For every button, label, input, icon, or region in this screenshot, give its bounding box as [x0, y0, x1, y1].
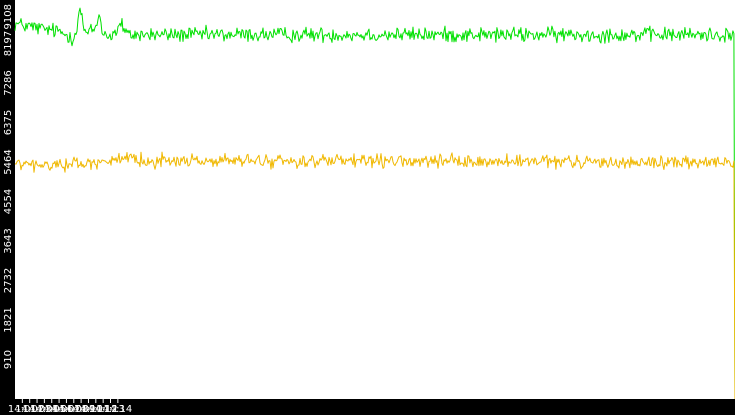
x-axis-band	[0, 399, 735, 415]
x-tick-label: 14:04	[30, 404, 59, 415]
x-tick-label: 14:13	[96, 404, 125, 415]
x-tick-label: 14:05	[37, 404, 66, 415]
y-tick-label: 7286	[3, 70, 14, 95]
x-tick-label: 14:02	[15, 404, 44, 415]
x-tick-label: 14:03	[23, 404, 52, 415]
x-tick-label: 14:09	[67, 404, 96, 415]
x-tick-label: 14:06	[45, 404, 74, 415]
x-tick-label: 14:12	[89, 404, 118, 415]
x-tick-label: 14:07	[52, 404, 81, 415]
y-tick-label: 4554	[3, 189, 14, 214]
x-tick-label: 14:14	[103, 404, 132, 415]
y-tick-label: 3643	[3, 228, 14, 253]
y-tick-label: 910	[3, 350, 14, 369]
x-tick-label: 14:10	[74, 404, 103, 415]
series-layer	[14, 7, 735, 400]
y-tick-label: 8197	[3, 31, 14, 56]
series-line-1	[14, 7, 735, 400]
y-tick-label: 2732	[3, 268, 14, 293]
x-tick-label: 14:11	[81, 404, 110, 415]
y-axis-band	[0, 0, 15, 415]
y-tick-label: 9108	[3, 4, 14, 29]
x-tick-label: 14:08	[59, 404, 88, 415]
x-tick-label: 14:01	[8, 404, 37, 415]
y-tick-label: 5464	[3, 149, 14, 174]
y-tick-label: 1821	[3, 307, 14, 332]
y-axis-ticks: 910 1821 2732 3643 4554 5464 6375 7286 8197 9108	[3, 4, 14, 369]
x-axis-ticks: 14:0114:0214:0314:0414:0514:0614:0714:08…	[8, 399, 132, 415]
series-line-2	[14, 151, 735, 400]
y-tick-label: 6375	[3, 110, 14, 135]
